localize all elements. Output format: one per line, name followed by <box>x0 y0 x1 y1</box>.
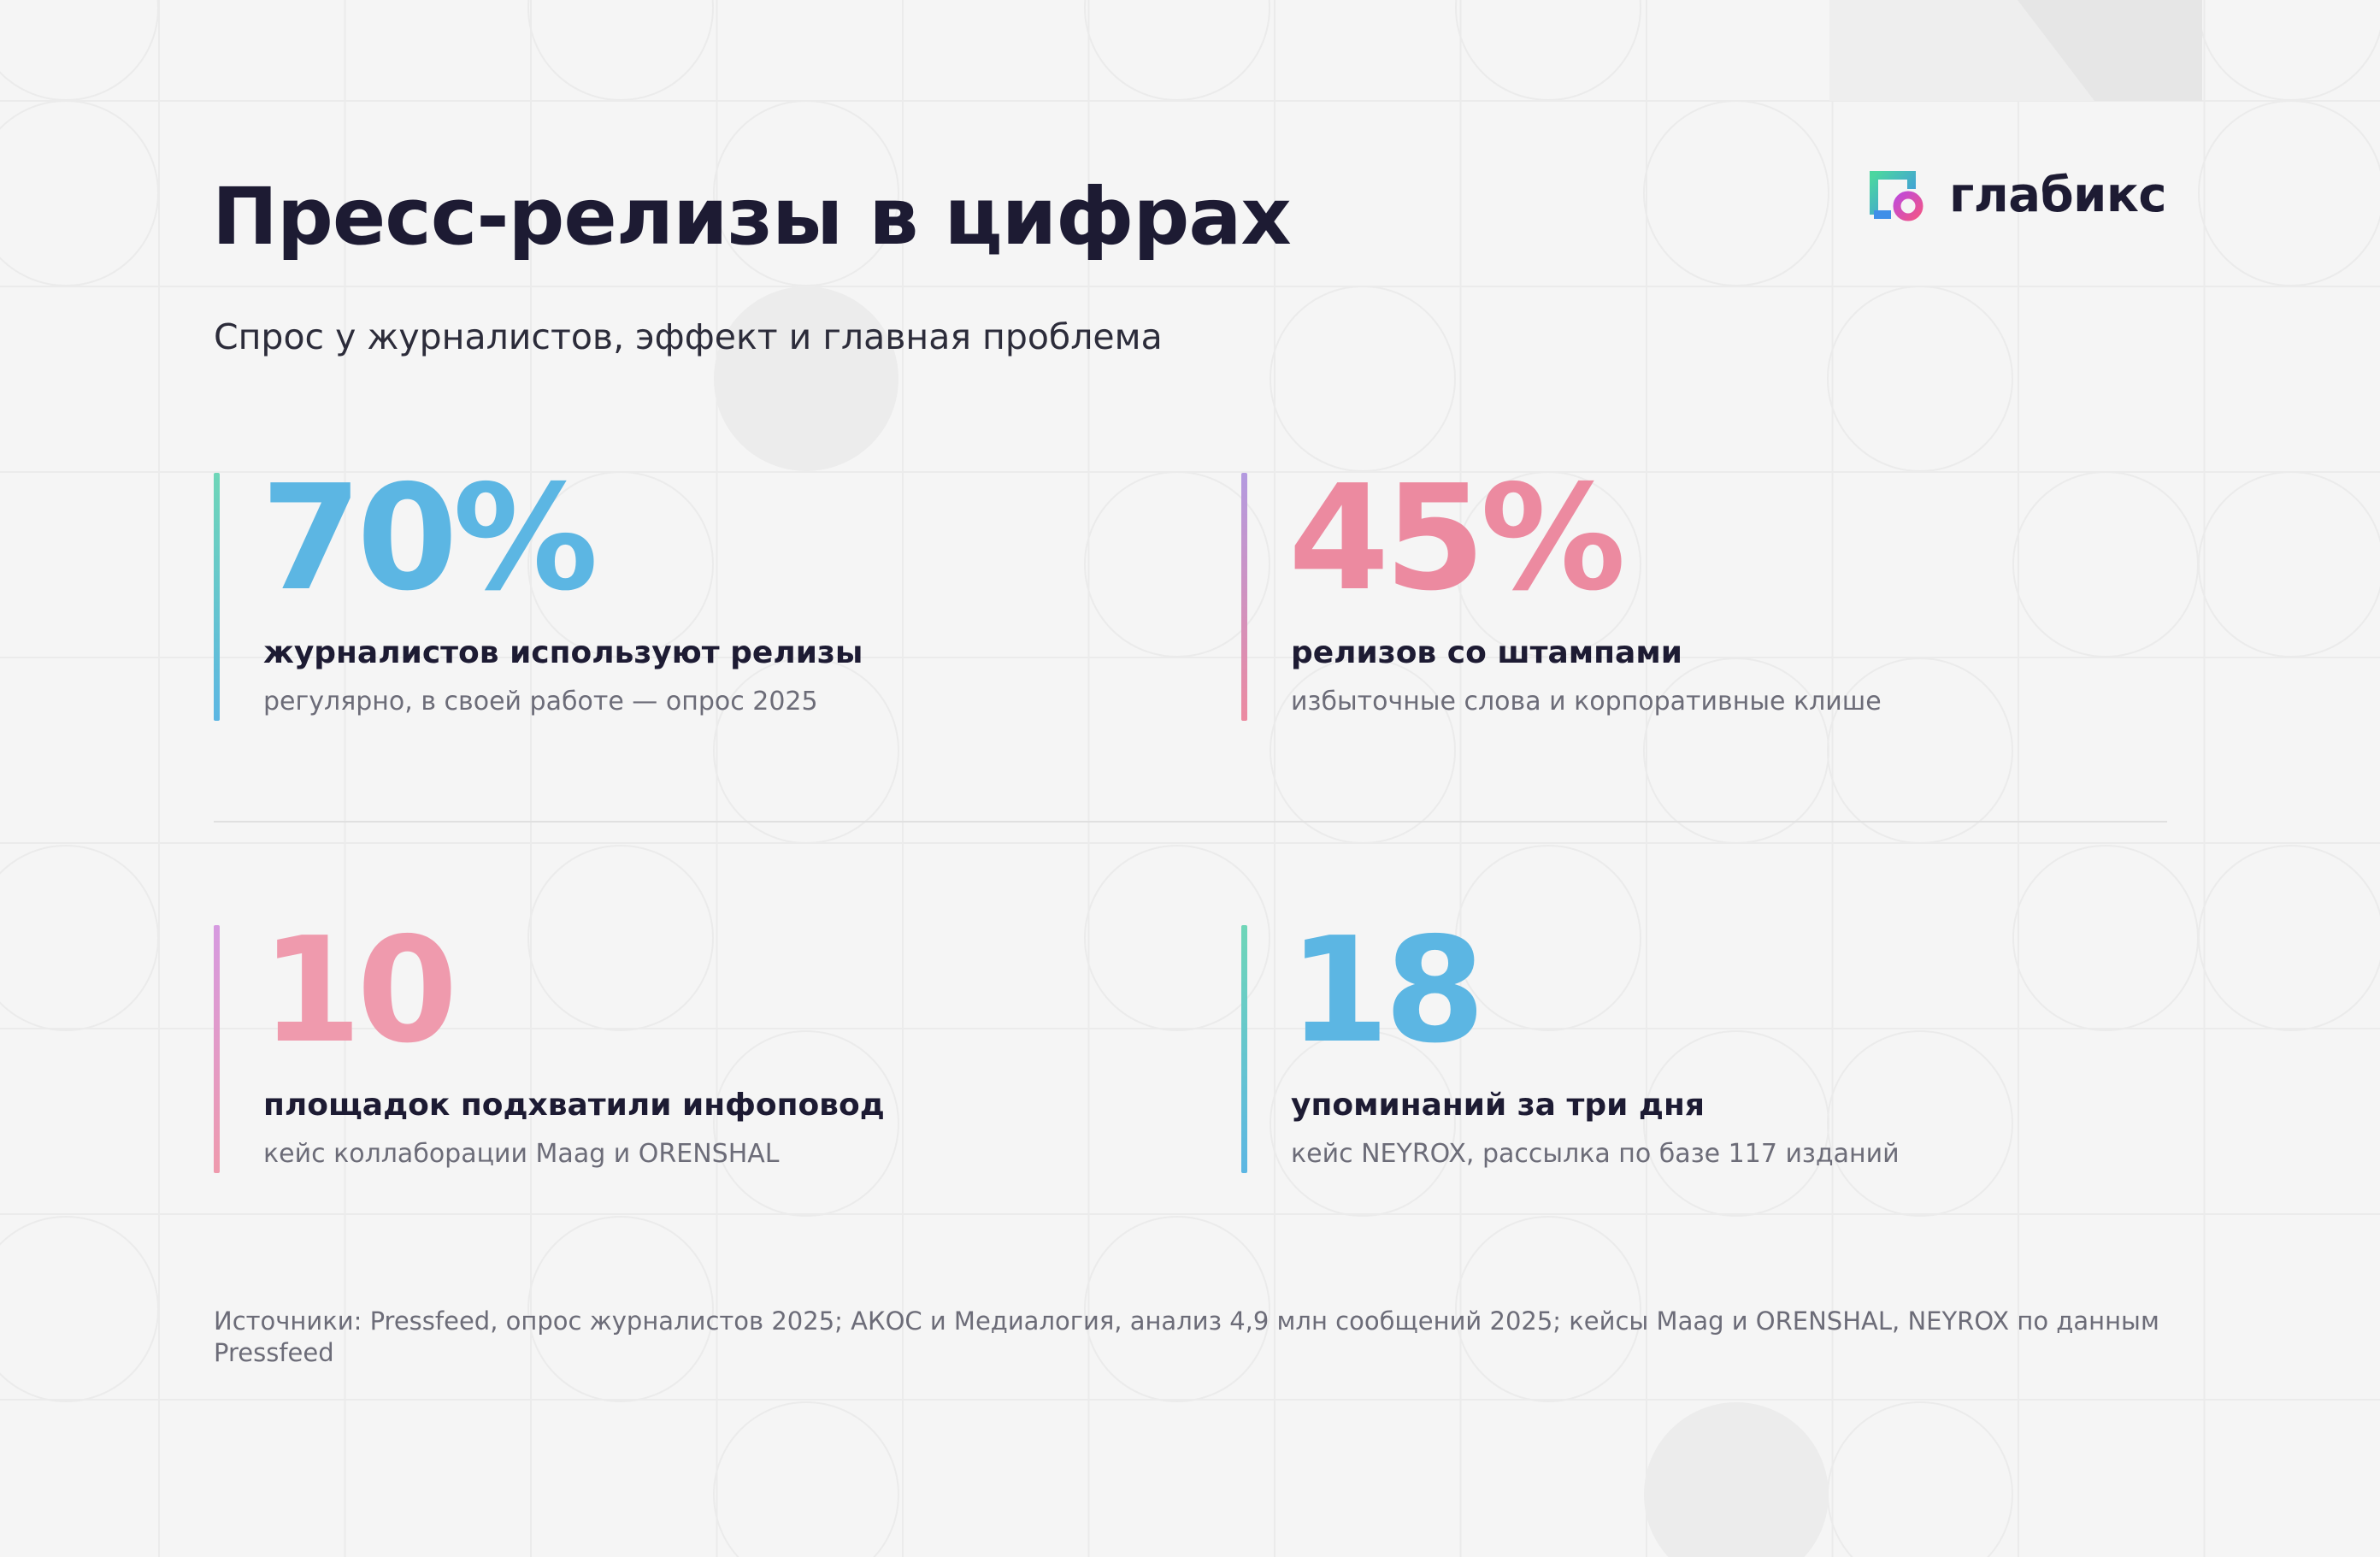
glabix-logo-icon <box>1870 170 1923 221</box>
stat-label: упоминаний за три дня <box>1291 1088 1705 1123</box>
stat-accent-bar <box>214 925 220 1173</box>
stat-accent-bar <box>1241 473 1247 721</box>
brand-logo: глабикс <box>1869 168 2167 223</box>
stat-card-mentions: 18 упоминаний за три дня кейс NEYROX, ра… <box>1241 918 2224 1173</box>
stat-label: площадок подхватили инфоповод <box>263 1088 885 1123</box>
stat-accent-bar <box>1241 925 1247 1173</box>
stat-note: избыточные слова и корпоративные клише <box>1291 687 1882 717</box>
stat-note: регулярно, в своей работе — опрос 2025 <box>263 687 818 717</box>
page-subtitle: Спрос у журналистов, эффект и главная пр… <box>214 316 1163 357</box>
page-title: Пресс-релизы в цифрах <box>212 171 1292 262</box>
stat-value: 18 <box>1288 906 1486 1076</box>
stat-card-cliches: 45% релизов со штампами избыточные слова… <box>1241 466 2224 721</box>
sources-footnote: Источники: Pressfeed, опрос журналистов … <box>214 1306 2159 1367</box>
stat-label: релизов со штампами <box>1291 635 1682 670</box>
stat-label: журналистов используют релизы <box>263 635 863 670</box>
stat-value: 45% <box>1288 454 1626 623</box>
stat-card-journalists: 70% журналистов используют релизы регуля… <box>214 466 1197 721</box>
section-divider <box>214 821 2167 823</box>
stat-note: кейс NEYROX, рассылка по базе 117 издани… <box>1291 1139 1900 1169</box>
stat-accent-bar <box>214 473 220 721</box>
stat-card-platforms: 10 площадок подхватили инфоповод кейс ко… <box>214 918 1197 1173</box>
logo-wordmark: глабикс <box>1949 168 2167 223</box>
stat-value: 10 <box>261 906 458 1076</box>
stat-note: кейс коллаборации Maag и ORENSHAL <box>263 1139 780 1169</box>
stat-value: 70% <box>261 454 598 623</box>
